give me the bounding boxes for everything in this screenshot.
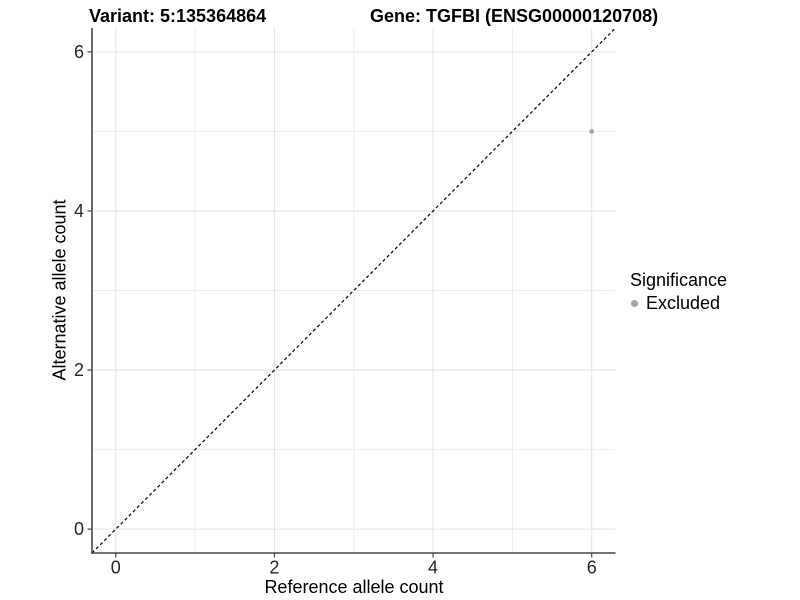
x-tick-label: 4 bbox=[428, 558, 438, 578]
y-tick-label: 4 bbox=[74, 201, 84, 221]
x-tick-label: 6 bbox=[587, 558, 597, 578]
x-tick-label: 0 bbox=[111, 558, 121, 578]
legend-item-excluded: Excluded bbox=[630, 293, 727, 313]
data-point bbox=[589, 129, 595, 134]
y-tick-label: 2 bbox=[74, 360, 84, 380]
plot-title-gene: Gene: TGFBI (ENSG00000120708) bbox=[370, 6, 659, 26]
y-axis-title: Alternative allele count bbox=[49, 199, 70, 381]
y-tick-label: 6 bbox=[74, 42, 84, 62]
legend-point-swatch bbox=[631, 299, 638, 307]
legend: Significance Excluded bbox=[630, 270, 727, 313]
y-tick-label: 0 bbox=[74, 519, 84, 539]
legend-title: Significance bbox=[630, 270, 728, 290]
plot-title-variant: Variant: 5:135364864 bbox=[89, 6, 267, 26]
identity-dashed-line bbox=[91, 27, 616, 554]
legend-item-label: Excluded bbox=[646, 292, 721, 313]
x-axis-title: Reference allele count bbox=[264, 577, 444, 597]
x-tick-label: 2 bbox=[269, 558, 279, 578]
